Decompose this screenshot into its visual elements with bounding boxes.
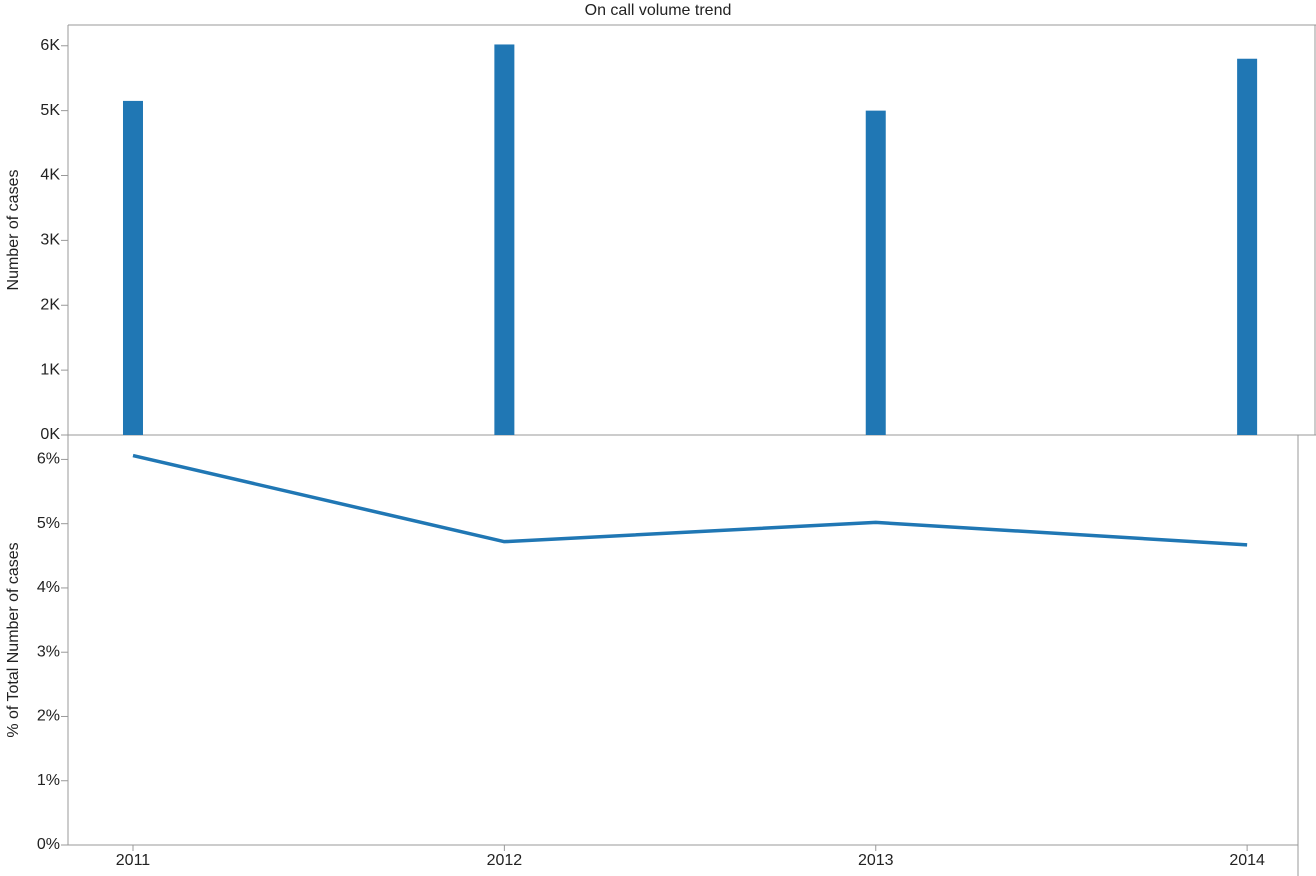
y-axis-label: % of Total Number of cases — [5, 542, 22, 737]
x-tick-label: 2013 — [858, 852, 894, 869]
y-tick-label: 4% — [37, 579, 60, 596]
x-tick-label: 2014 — [1229, 852, 1265, 869]
y-tick-label: 5% — [37, 515, 60, 532]
bar — [1237, 58, 1258, 435]
y-tick-label: 3K — [40, 232, 60, 249]
y-tick-label: 0K — [40, 426, 60, 443]
y-tick-label: 3% — [37, 643, 60, 660]
y-tick-label: 2% — [37, 708, 60, 725]
x-tick-label: 2011 — [116, 852, 151, 869]
bar — [122, 100, 143, 435]
y-tick-label: 6% — [37, 451, 60, 468]
y-tick-label: 0% — [37, 836, 60, 853]
y-tick-label: 2K — [40, 296, 60, 313]
line — [132, 453, 1248, 547]
bar — [865, 110, 886, 436]
chart-title: On call volume trend — [585, 2, 732, 19]
y-tick-label: 1K — [40, 361, 60, 378]
x-tick-label: 2012 — [487, 852, 523, 869]
y-tick-label: 5K — [40, 102, 60, 119]
y-tick-label: 4K — [40, 167, 60, 184]
bar — [494, 44, 515, 435]
y-tick-label: 6K — [40, 37, 60, 54]
y-tick-label: 1% — [37, 772, 60, 789]
y-axis-label: Number of cases — [5, 170, 22, 291]
